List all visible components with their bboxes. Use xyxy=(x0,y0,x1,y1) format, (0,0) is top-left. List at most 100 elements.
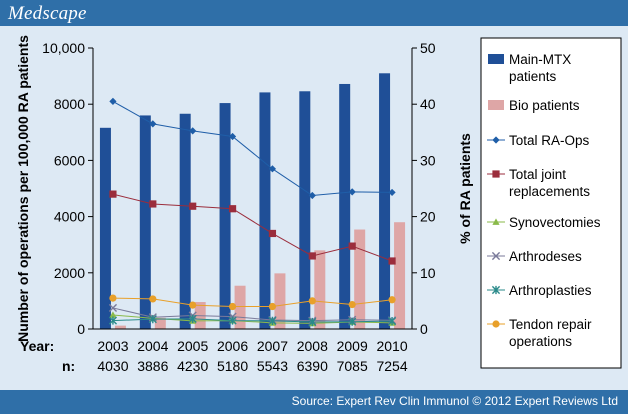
point-series-1-2009 xyxy=(348,242,356,250)
legend-label-0-1: patients xyxy=(509,69,557,84)
brand-logo: Medscape xyxy=(8,3,87,24)
point-series-0-2003 xyxy=(109,97,117,105)
x-tick-label-2007: 2007 xyxy=(257,338,288,354)
point-series-0-2007 xyxy=(268,165,277,173)
point-series-0-2009 xyxy=(348,188,356,196)
point-series-0-2004 xyxy=(149,120,157,128)
legend-label-3-0: Total joint xyxy=(509,167,566,182)
point-series-1-2007 xyxy=(268,229,277,238)
bar-mtx-2009 xyxy=(339,83,351,329)
right-tick-label-1: 10 xyxy=(420,265,436,281)
source-credit: Source: Expert Rev Clin Immunol © 2012 E… xyxy=(291,394,618,408)
right-tick-label-5: 50 xyxy=(420,40,436,56)
point-series-4-2010 xyxy=(387,317,397,326)
legend-swatch-1 xyxy=(488,100,504,110)
point-series-1-2008 xyxy=(308,252,316,260)
x-tick-label-2009: 2009 xyxy=(337,338,368,354)
legend-label-3-1: replacements xyxy=(509,184,590,199)
point-series-5-2005 xyxy=(189,301,197,309)
n-value-2010: 7254 xyxy=(376,358,407,374)
point-series-1-2003 xyxy=(109,190,117,198)
n-value-2005: 4230 xyxy=(177,358,208,374)
header-bar: Medscape xyxy=(0,0,628,26)
point-series-4-2005 xyxy=(188,314,197,323)
line-series-4 xyxy=(112,318,393,323)
n-value-2006: 5180 xyxy=(217,358,248,374)
legend-label-5-0: Arthrodeses xyxy=(509,249,582,264)
point-series-1-2006 xyxy=(228,205,237,213)
bar-bio-2006 xyxy=(234,285,246,329)
n-value-2003: 4030 xyxy=(97,358,128,374)
point-series-5-2003 xyxy=(109,294,117,302)
point-series-2-2003 xyxy=(109,311,117,318)
legend-label-1-0: Bio patients xyxy=(509,98,580,113)
point-series-0-2005 xyxy=(189,127,197,135)
bar-mtx-2005 xyxy=(179,113,191,329)
left-axis-title: Number of operations per 100,000 RA pati… xyxy=(15,35,31,342)
left-tick-label-5: 10,000 xyxy=(42,40,85,56)
line-series-0 xyxy=(112,100,393,197)
footer-bar: Source: Expert Rev Clin Immunol © 2012 E… xyxy=(0,390,628,414)
bar-bio-2003 xyxy=(114,325,126,329)
point-series-5-2010 xyxy=(388,296,396,304)
point-series-5-2004 xyxy=(149,295,157,303)
right-tick-label-3: 30 xyxy=(420,152,436,168)
bar-bio-2008 xyxy=(314,250,326,329)
right-tick-label-0: 0 xyxy=(420,321,428,337)
point-series-3-2003 xyxy=(108,303,118,313)
bar-bio-2007 xyxy=(274,273,286,329)
bar-mtx-2006 xyxy=(219,103,231,330)
bar-bio-2010 xyxy=(394,222,406,329)
right-tick-label-2: 20 xyxy=(420,209,436,225)
point-series-1-2004 xyxy=(149,200,157,208)
point-series-5-2009 xyxy=(348,300,356,309)
point-series-4-2004 xyxy=(148,315,157,324)
point-series-5-2006 xyxy=(228,302,237,311)
point-series-5-2007 xyxy=(268,302,277,311)
n-value-2007: 5543 xyxy=(257,358,288,374)
x-tick-label-2005: 2005 xyxy=(177,338,208,354)
legend-label-0-0: Main-MTX xyxy=(509,52,571,67)
legend-label-4-0: Synovectomies xyxy=(509,215,601,230)
left-tick-label-0: 0 xyxy=(77,321,85,337)
bar-mtx-2007 xyxy=(259,92,271,329)
n-value-2009: 7085 xyxy=(337,358,368,374)
legend-label-7-1: operations xyxy=(509,334,572,349)
point-series-4-2003 xyxy=(108,316,118,325)
x-tick-label-2006: 2006 xyxy=(217,338,248,354)
x-tick-label-2004: 2004 xyxy=(137,338,168,354)
bar-mtx-2008 xyxy=(299,91,311,329)
legend-label-2-0: Total RA-Ops xyxy=(509,133,590,148)
legend-label-7-0: Tendon repair xyxy=(509,317,592,332)
point-series-0-2010 xyxy=(388,188,396,197)
point-series-4-2006 xyxy=(228,316,237,325)
bar-mtx-2004 xyxy=(139,115,151,329)
point-series-5-2008 xyxy=(308,297,316,305)
point-series-4-2007 xyxy=(268,316,277,325)
bar-mtx-2010 xyxy=(379,73,391,329)
n-row-label: n: xyxy=(62,358,75,374)
legend-marker-3 xyxy=(492,170,500,178)
right-tick-label-4: 40 xyxy=(420,96,436,112)
legend-marker-2 xyxy=(492,136,500,144)
x-tick-label-2003: 2003 xyxy=(97,338,128,354)
n-value-2004: 3886 xyxy=(137,358,168,374)
x-tick-label-2010: 2010 xyxy=(376,338,407,354)
bar-mtx-2003 xyxy=(99,127,111,329)
legend-swatch-0 xyxy=(488,54,504,64)
x-tick-label-2008: 2008 xyxy=(297,338,328,354)
left-tick-label-2: 4000 xyxy=(54,209,85,225)
left-tick-label-1: 2000 xyxy=(54,265,85,281)
point-series-4-2008 xyxy=(308,317,317,327)
legend-marker-7 xyxy=(492,320,500,328)
left-tick-label-4: 8000 xyxy=(54,96,85,112)
point-series-1-2005 xyxy=(189,202,197,210)
n-value-2008: 6390 xyxy=(297,358,328,374)
chart: 0 2000 4000 6000 8000 10,000 0 10 20 30 40 50 Number… xyxy=(15,35,622,374)
right-axis-title: % of RA patients xyxy=(457,133,473,244)
point-series-4-2009 xyxy=(348,317,357,326)
point-series-1-2010 xyxy=(388,257,396,265)
bar-bio-2009 xyxy=(354,229,366,329)
left-tick-label-3: 6000 xyxy=(54,152,85,168)
line-series-5 xyxy=(112,297,393,308)
